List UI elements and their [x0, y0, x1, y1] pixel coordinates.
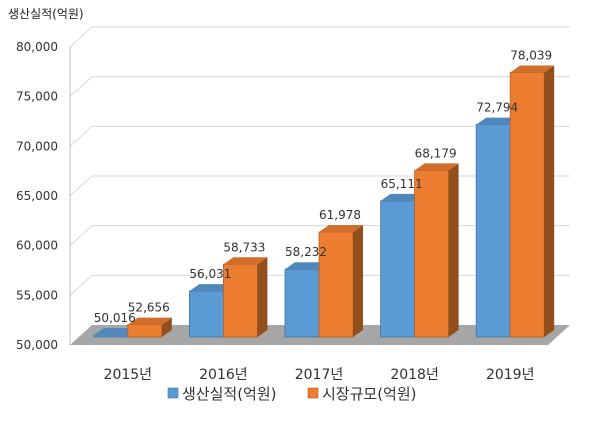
- bar-side-face: [161, 317, 172, 337]
- y-axis: 50,000 55,000 60,000 65,000 70,000 75,000 80,0…: [16, 40, 71, 352]
- data-label: 52,656: [128, 301, 170, 315]
- x-tick-label: 2018년: [390, 367, 439, 383]
- data-label: 58,733: [223, 240, 265, 254]
- y-tick-label: 70,000: [16, 139, 58, 153]
- bar-front-face: [475, 124, 511, 338]
- y-tick-label: 50,000: [16, 338, 58, 352]
- data-label: 50,016: [94, 311, 136, 325]
- bar-side-face: [257, 257, 268, 337]
- bar-market-2019년: [509, 65, 555, 338]
- bar-top-face: [189, 284, 234, 292]
- x-tick-label: 2019년: [486, 367, 535, 383]
- gridline: [69, 175, 570, 197]
- bar-front-face: [318, 231, 354, 338]
- data-label: 61,978: [319, 208, 361, 222]
- x-tick-label: 2015년: [104, 367, 153, 383]
- bar-top-face: [380, 193, 425, 201]
- bar-side-face: [448, 163, 459, 337]
- bar-top-face: [285, 262, 329, 270]
- legend: 생산실적(억원) 시장규모(억원): [167, 385, 417, 403]
- data-label: 56,031: [189, 267, 231, 281]
- y-tick-label: 55,000: [16, 288, 58, 302]
- legend-swatch: [167, 387, 179, 399]
- y-axis-title: 생산실적(억원): [8, 7, 84, 21]
- bar-front-face: [284, 268, 320, 338]
- bar-top-face: [93, 328, 138, 335]
- bar-top-face: [319, 225, 363, 233]
- bar-front-face: [188, 290, 224, 338]
- data-label: 78,039: [510, 48, 552, 62]
- gridline: [69, 125, 570, 147]
- bar-top-face: [510, 65, 555, 73]
- y-tick-label: 75,000: [16, 90, 58, 104]
- gridline: [69, 76, 570, 98]
- bar-side-face: [353, 225, 363, 337]
- bar-market-2015년: [127, 317, 172, 338]
- bar-top-face: [414, 163, 459, 171]
- bar-top-face: [476, 117, 521, 125]
- bar-front-face: [93, 334, 129, 338]
- gridline: [69, 26, 570, 48]
- x-tick-label: 2016년: [199, 367, 248, 383]
- bar-front-face: [414, 170, 450, 338]
- data-label: 72,794: [476, 101, 518, 115]
- legend-label: 시장규모(억원): [322, 385, 417, 403]
- bar-front-face: [380, 200, 416, 338]
- bar-front-face: [127, 324, 163, 338]
- y-tick-label: 65,000: [16, 189, 58, 203]
- data-label: 68,179: [415, 146, 457, 160]
- data-label: 58,232: [285, 245, 327, 259]
- y-tick-label: 80,000: [16, 40, 58, 54]
- x-axis: 2015년 2016년 2017년 2018년 2019년: [104, 367, 535, 383]
- bar-side-face: [544, 65, 555, 338]
- y-tick-label: 60,000: [16, 239, 58, 253]
- x-tick-label: 2017년: [295, 367, 344, 383]
- bar-market-2017년: [318, 225, 363, 338]
- bars: [93, 65, 555, 338]
- bar-top-face: [127, 317, 172, 325]
- bar-front-face: [509, 72, 545, 338]
- bar-top-face: [223, 257, 268, 265]
- bar-market-2018년: [414, 163, 459, 338]
- data-label: 65,111: [381, 177, 423, 191]
- legend-label: 생산실적(억원): [182, 385, 277, 403]
- bar-front-face: [222, 263, 258, 338]
- bar-market-2016년: [222, 257, 268, 338]
- legend-swatch: [307, 387, 319, 399]
